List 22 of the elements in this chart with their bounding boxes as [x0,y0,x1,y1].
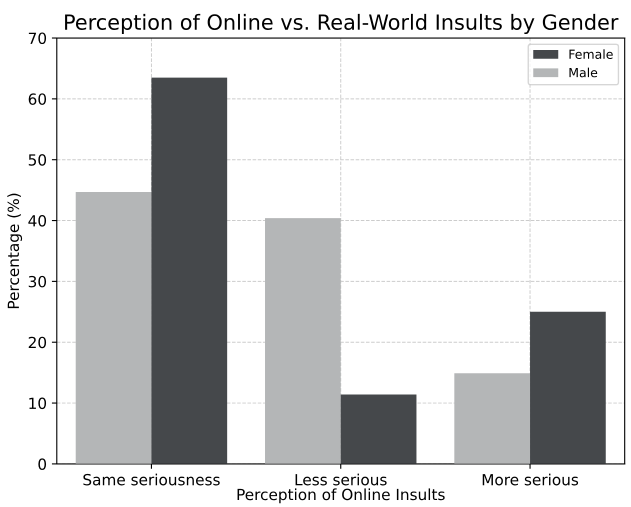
legend-label: Female [569,49,613,59]
bar [76,192,152,464]
y-axis-title: Percentage (%) [7,194,22,308]
y-tick-label: 70 [28,32,46,44]
bar [340,394,416,464]
chart-title: Perception of Online vs. Real-World Insults by Gender [65,14,618,34]
y-tick-label: 20 [28,336,46,348]
y-tick-label: 50 [28,154,46,166]
y-tick-label: 0 [38,458,46,470]
y-tick-label: 30 [28,276,46,288]
x-tick-label: Less serious [296,474,387,486]
y-tick-label: 10 [29,398,46,410]
y-tick-label: 40 [28,215,46,227]
x-tick-label: More serious [482,474,578,486]
x-tick-label: Same seriousness [83,474,220,486]
bar [151,78,228,464]
x-axis-title: Perception of Online Insults [238,488,445,504]
bar [454,373,530,464]
bar [265,218,341,464]
bar [530,312,606,464]
y-tick-label: 60 [28,93,46,105]
legend-label: Male [569,68,598,78]
